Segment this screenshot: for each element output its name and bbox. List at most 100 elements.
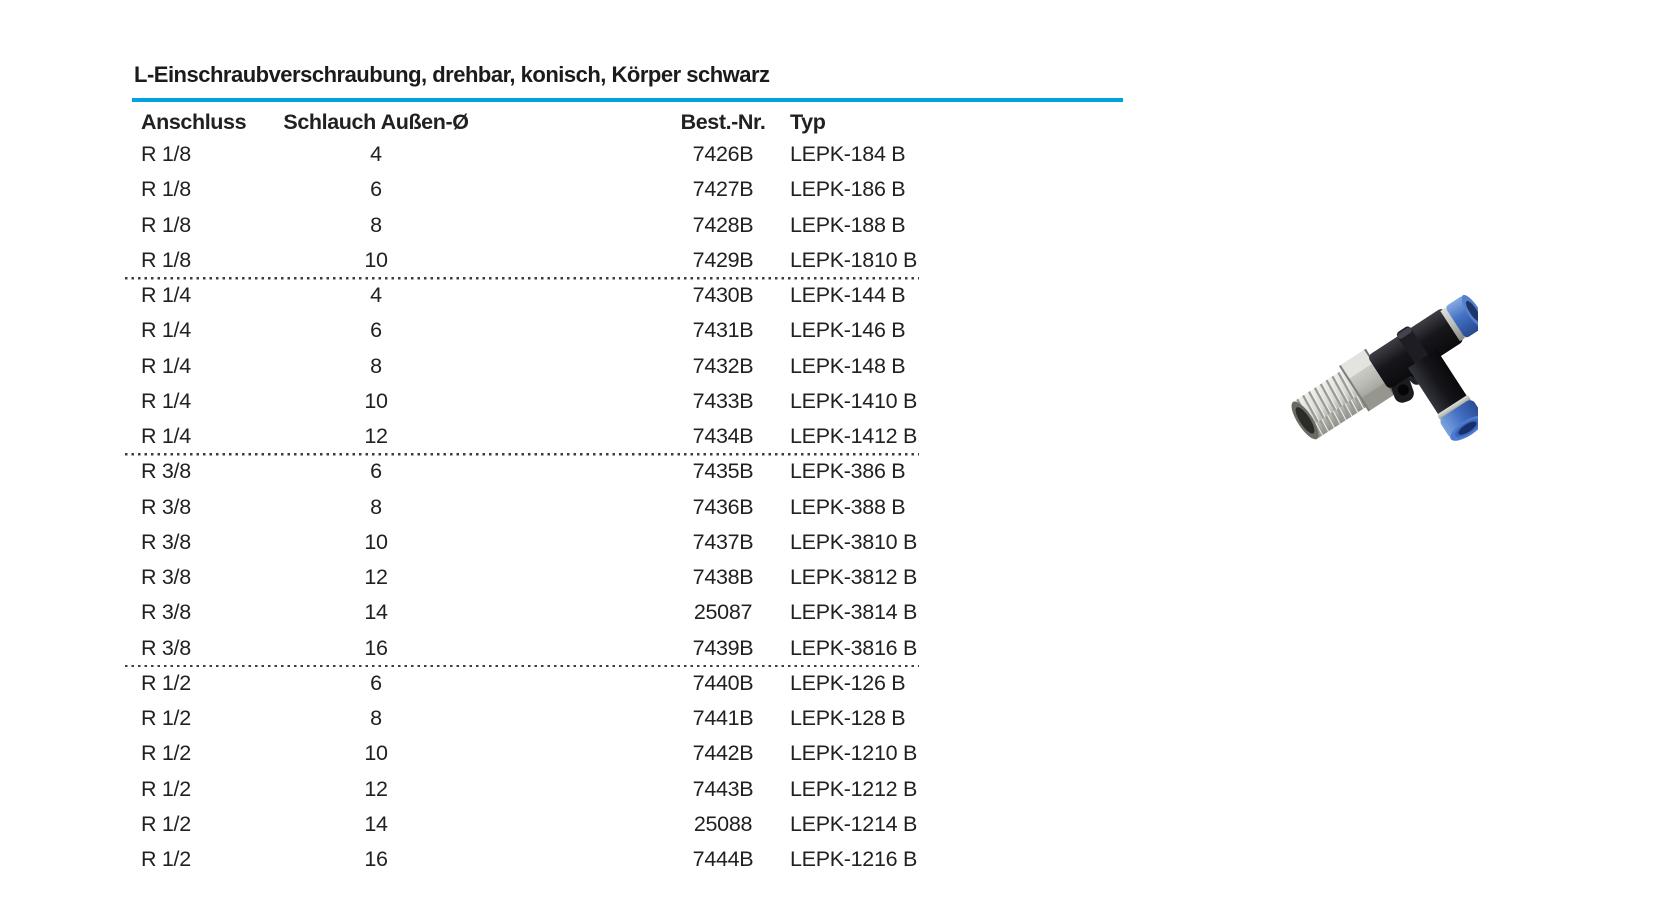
table-row: R 3/8 6 7435B LEPK-386 B [132,454,932,489]
cell-typ: LEPK-1216 B [790,847,917,871]
column-header-schlauch-aussen: Schlauch Außen-Ø [283,110,469,134]
cell-bestnr: 7438B [692,565,754,589]
cell-typ: LEPK-1210 B [790,741,917,766]
column-header-typ: Typ [790,110,826,134]
cell-anschluss: R 1/2 [141,776,191,801]
cell-bestnr: 7444B [692,847,754,871]
table-header-row: Anschluss Schlauch Außen-Ø Best.-Nr. Typ [132,105,932,140]
cell-anschluss: R 1/4 [141,388,191,413]
cell-anschluss: R 3/8 [141,529,191,554]
cell-bestnr: 7442B [692,741,754,766]
table-row: R 1/2 8 7441B LEPK-128 B [132,701,932,736]
table-row: R 1/8 4 7426B LEPK-184 B [132,137,932,172]
cell-typ: LEPK-144 B [790,283,906,307]
cell-typ: LEPK-148 B [790,353,906,378]
product-photo [1291,294,1478,441]
cell-typ: LEPK-3812 B [790,565,917,589]
cell-typ: LEPK-3816 B [790,635,917,660]
column-header-anschluss: Anschluss [141,110,247,134]
cell-schlauch-aussen: 10 [364,388,388,413]
cell-schlauch-aussen: 12 [364,565,388,589]
cell-bestnr: 7439B [692,635,754,660]
section-separator-dotted [125,276,919,280]
cell-anschluss: R 1/4 [141,353,191,378]
cell-typ: LEPK-1410 B [790,388,917,413]
cell-anschluss: R 1/2 [141,847,191,871]
table-row: R 1/4 12 7434B LEPK-1412 B [132,419,932,454]
cell-typ: LEPK-188 B [790,212,906,237]
cell-schlauch-aussen: 16 [364,847,388,871]
cell-schlauch-aussen: 16 [364,635,388,660]
cell-anschluss: R 1/2 [141,670,191,695]
cell-bestnr: 25088 [693,811,753,836]
table-row: R 3/8 12 7438B LEPK-3812 B [132,560,932,595]
cell-typ: LEPK-3810 B [790,529,917,554]
cell-schlauch-aussen: 6 [370,459,382,484]
cell-schlauch-aussen: 14 [364,811,388,836]
cell-bestnr: 7434B [692,424,754,448]
cell-anschluss: R 1/2 [141,741,191,766]
table-row: R 3/8 16 7439B LEPK-3816 B [132,631,932,666]
cell-anschluss: R 3/8 [141,494,191,519]
table-row: R 1/2 6 7440B LEPK-126 B [132,666,932,701]
title-rule [132,98,1123,102]
cell-bestnr: 7435B [692,459,754,484]
page-title: L-Einschraubverschraubung, drehbar, koni… [134,62,770,87]
table-section: R 3/8 6 7435B LEPK-386 B R 3/8 8 7436B LEPK-388… [132,454,932,666]
cell-anschluss: R 3/8 [141,600,191,625]
cell-bestnr: 7427B [692,177,754,202]
cell-schlauch-aussen: 10 [364,741,388,766]
cell-typ: LEPK-186 B [790,177,906,202]
cell-anschluss: R 1/4 [141,283,191,307]
section-separator-dotted [125,664,919,668]
cell-typ: LEPK-386 B [790,459,906,484]
table-row: R 1/2 12 7443B LEPK-1212 B [132,772,932,807]
cell-anschluss: R 1/4 [141,424,191,448]
cell-typ: LEPK-184 B [790,142,906,166]
cell-bestnr: 7433B [692,388,754,413]
cell-schlauch-aussen: 14 [364,600,388,625]
cell-typ: LEPK-1214 B [790,811,917,836]
table-section: R 1/4 4 7430B LEPK-144 B R 1/4 6 7431B LEPK-146… [132,278,932,454]
table-row: R 1/2 16 7444B LEPK-1216 B [132,842,932,877]
cell-typ: LEPK-1412 B [790,424,917,448]
cell-anschluss: R 1/8 [141,142,191,166]
cell-typ: LEPK-126 B [790,670,906,695]
table-row: R 1/8 10 7429B LEPK-1810 B [132,243,932,278]
cell-anschluss: R 3/8 [141,459,191,484]
cell-schlauch-aussen: 4 [370,283,382,307]
table-section: R 1/2 6 7440B LEPK-126 B R 1/2 8 7441B LEPK-128… [132,666,932,878]
cell-schlauch-aussen: 8 [370,353,382,378]
cell-schlauch-aussen: 4 [370,142,382,166]
cell-bestnr: 7441B [692,706,754,730]
cell-bestnr: 7431B [692,318,754,343]
cell-schlauch-aussen: 10 [364,529,388,554]
cell-bestnr: 7443B [692,776,754,801]
table-row: R 1/8 8 7428B LEPK-188 B [132,208,932,243]
cell-anschluss: R 1/8 [141,177,191,202]
cell-anschluss: R 1/8 [141,212,191,237]
cell-schlauch-aussen: 12 [364,424,388,448]
cell-bestnr: 7428B [692,212,754,237]
table-row: R 1/2 10 7442B LEPK-1210 B [132,736,932,771]
cell-typ: LEPK-146 B [790,318,906,343]
cell-bestnr: 25087 [693,600,753,625]
cell-schlauch-aussen: 8 [370,212,382,237]
cell-schlauch-aussen: 10 [364,247,388,272]
table-row: R 3/8 8 7436B LEPK-388 B [132,490,932,525]
column-header-bestnr: Best.-Nr. [680,110,766,134]
cell-bestnr: 7440B [692,670,754,695]
cell-anschluss: R 1/8 [141,247,191,272]
table-row: R 3/8 10 7437B LEPK-3810 B [132,525,932,560]
cell-bestnr: 7437B [692,529,754,554]
cell-anschluss: R 3/8 [141,565,191,589]
cell-anschluss: R 3/8 [141,635,191,660]
cell-bestnr: 7429B [692,247,754,272]
cell-bestnr: 7430B [692,283,754,307]
cell-schlauch-aussen: 6 [370,318,382,343]
table-row: R 1/2 14 25088 LEPK-1214 B [132,807,932,842]
cell-typ: LEPK-128 B [790,706,906,730]
cell-schlauch-aussen: 12 [364,776,388,801]
cell-anschluss: R 1/2 [141,811,191,836]
